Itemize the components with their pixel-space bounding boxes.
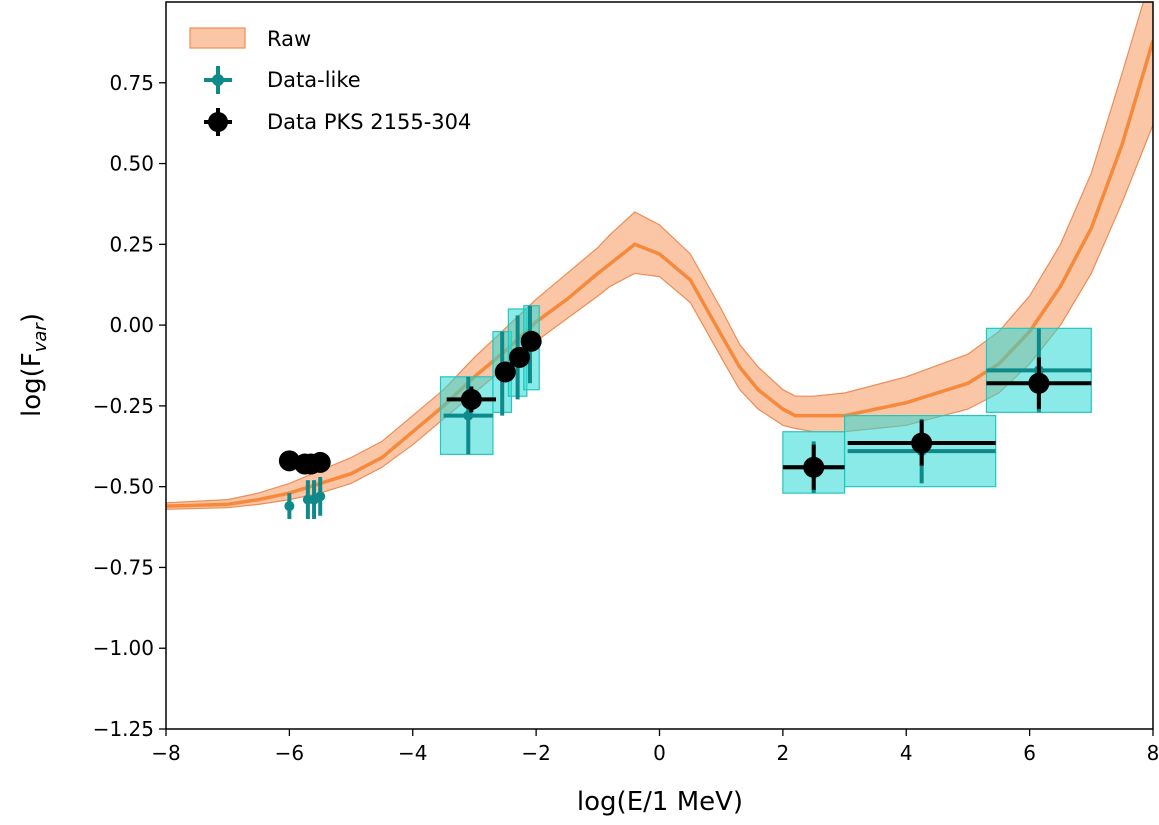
- data-marker-3: [309, 451, 331, 473]
- data-marker-5: [494, 361, 516, 383]
- data-point-8: [782, 444, 845, 490]
- data-point-9: [847, 420, 996, 466]
- y-tick-label-7: 0.50: [109, 152, 154, 176]
- legend-label-data-like: Data-like: [267, 68, 361, 92]
- data-like-point-3: [315, 476, 326, 516]
- data-like-marker-0: [284, 501, 295, 512]
- legend-swatch-raw: [189, 27, 246, 49]
- legend-marker-data: [204, 108, 232, 136]
- x-tick-label-6: 4: [900, 741, 913, 765]
- y-tick-label-6: 0.25: [109, 232, 154, 256]
- data-like-marker-3: [315, 491, 326, 502]
- x-tick-label-2: −4: [398, 741, 427, 765]
- y-tick-label-2: −0.75: [93, 555, 154, 579]
- data-point-4: [446, 386, 497, 413]
- data-point-5: [494, 361, 516, 383]
- plot-area: [166, 2, 1153, 519]
- data-marker-8: [803, 456, 825, 478]
- data-like-point-0: [284, 493, 295, 519]
- data-point-7: [520, 330, 542, 352]
- x-tick-label-3: −2: [521, 741, 550, 765]
- y-tick-label-8: 0.75: [109, 71, 154, 95]
- data-marker-6: [508, 346, 530, 368]
- x-tick-label-7: 6: [1023, 741, 1036, 765]
- data-marker-10: [1028, 372, 1050, 394]
- data-point-6: [508, 346, 530, 368]
- plot-content: [166, 2, 1153, 519]
- y-tick-label-3: −0.50: [93, 475, 154, 499]
- y-axis-label: log(Fvar): [17, 313, 51, 417]
- x-tick-label-5: 2: [777, 741, 790, 765]
- data-point-10: [986, 357, 1092, 410]
- x-tick-label-1: −6: [275, 741, 304, 765]
- y-axis-label-main: log(F: [17, 352, 47, 417]
- y-tick-label-4: −0.25: [93, 394, 154, 418]
- y-tick-label-5: 0.00: [109, 313, 154, 337]
- y-axis-label-sub: var: [30, 322, 51, 353]
- axis-ticks: −8 −6 −4 −2 0 2 4 6 8 −1.25 −1.00 −0.75 −0.50 −0.25 0.…: [93, 71, 1159, 765]
- legend-label-raw: Raw: [267, 27, 311, 51]
- data-like-marker-4: [463, 410, 474, 421]
- y-tick-label-0: −1.25: [93, 717, 154, 741]
- y-tick-label-1: −1.00: [93, 636, 154, 660]
- x-axis-label: log(E/1 MeV): [577, 787, 743, 817]
- legend-marker-data-like: [204, 66, 232, 94]
- x-tick-label-4: 0: [653, 741, 666, 765]
- legend-label-data: Data PKS 2155-304: [267, 110, 471, 134]
- x-tick-label-0: −8: [151, 741, 180, 765]
- data-marker-4: [460, 388, 482, 410]
- data-marker-7: [520, 330, 542, 352]
- data-marker-9: [911, 432, 933, 454]
- data-point-3: [309, 451, 331, 473]
- y-axis-label-end: ): [17, 313, 47, 323]
- x-tick-label-8: 8: [1147, 741, 1159, 765]
- legend: Raw Data-like Data PKS 2155-304: [189, 27, 471, 136]
